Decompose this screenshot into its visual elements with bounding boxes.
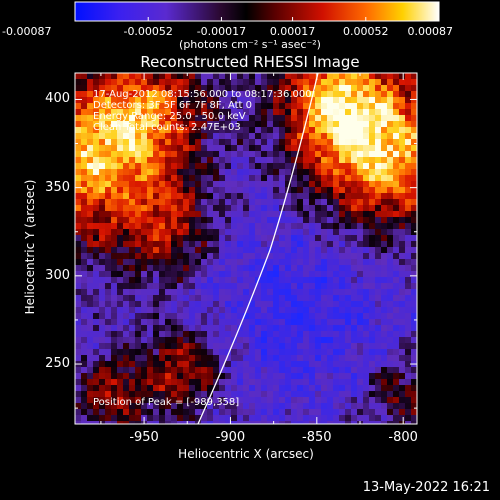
colorbar-tick-label: -0.00087 xyxy=(2,25,52,38)
colorbar-tick-label: -0.00017 xyxy=(196,25,247,38)
annotation-energy: Energy Range: 25.0 - 50.0 keV xyxy=(93,111,246,122)
x-tick-label: -800 xyxy=(388,430,418,445)
colorbar-tick-label: -0.00052 xyxy=(123,25,173,38)
heatmap-cells xyxy=(75,73,417,424)
y-tick-label: 350 xyxy=(45,179,70,195)
footer-timestamp: 13-May-2022 16:21 xyxy=(362,480,490,495)
y-tick-label: 250 xyxy=(45,356,70,372)
x-tick-label: -850 xyxy=(302,430,332,445)
colorbar-unit: (photons cm⁻² s⁻¹ asec⁻²) xyxy=(179,38,321,51)
plot-axes xyxy=(75,73,417,424)
y-tick-label: 300 xyxy=(45,267,70,283)
colorbar-ticks xyxy=(74,17,440,21)
colorbar-tick-label: 0.00017 xyxy=(269,25,316,38)
colorbar-tick-label: 0.00087 xyxy=(407,25,454,38)
y-tick-label: 400 xyxy=(45,91,70,107)
plot-frame xyxy=(74,72,418,425)
annotation-peak: Position of Peak = [-989,358] xyxy=(93,397,240,408)
y-axis-label: Heliocentric Y (arcsec) xyxy=(23,179,37,315)
solar-limb-line xyxy=(197,73,319,424)
x-tick-label: -950 xyxy=(129,430,159,445)
chart-title: Reconstructed RHESSI Image xyxy=(140,53,360,71)
x-tick-label: -900 xyxy=(215,430,246,445)
annotation-detectors: Detectors: 3F 5F 6F 7F 8F, Att 0 xyxy=(93,100,253,111)
x-axis-label: Heliocentric X (arcsec) xyxy=(178,447,314,461)
annotation-time-range: 17-Aug-2012 08:15:56.000 to 08:17:36.000 xyxy=(93,89,312,100)
colorbar-gradient xyxy=(74,1,440,22)
colorbar-tick-label: 0.00052 xyxy=(343,25,389,38)
annotation-clean: Clean Total counts: 2.47E+03 xyxy=(93,122,241,133)
